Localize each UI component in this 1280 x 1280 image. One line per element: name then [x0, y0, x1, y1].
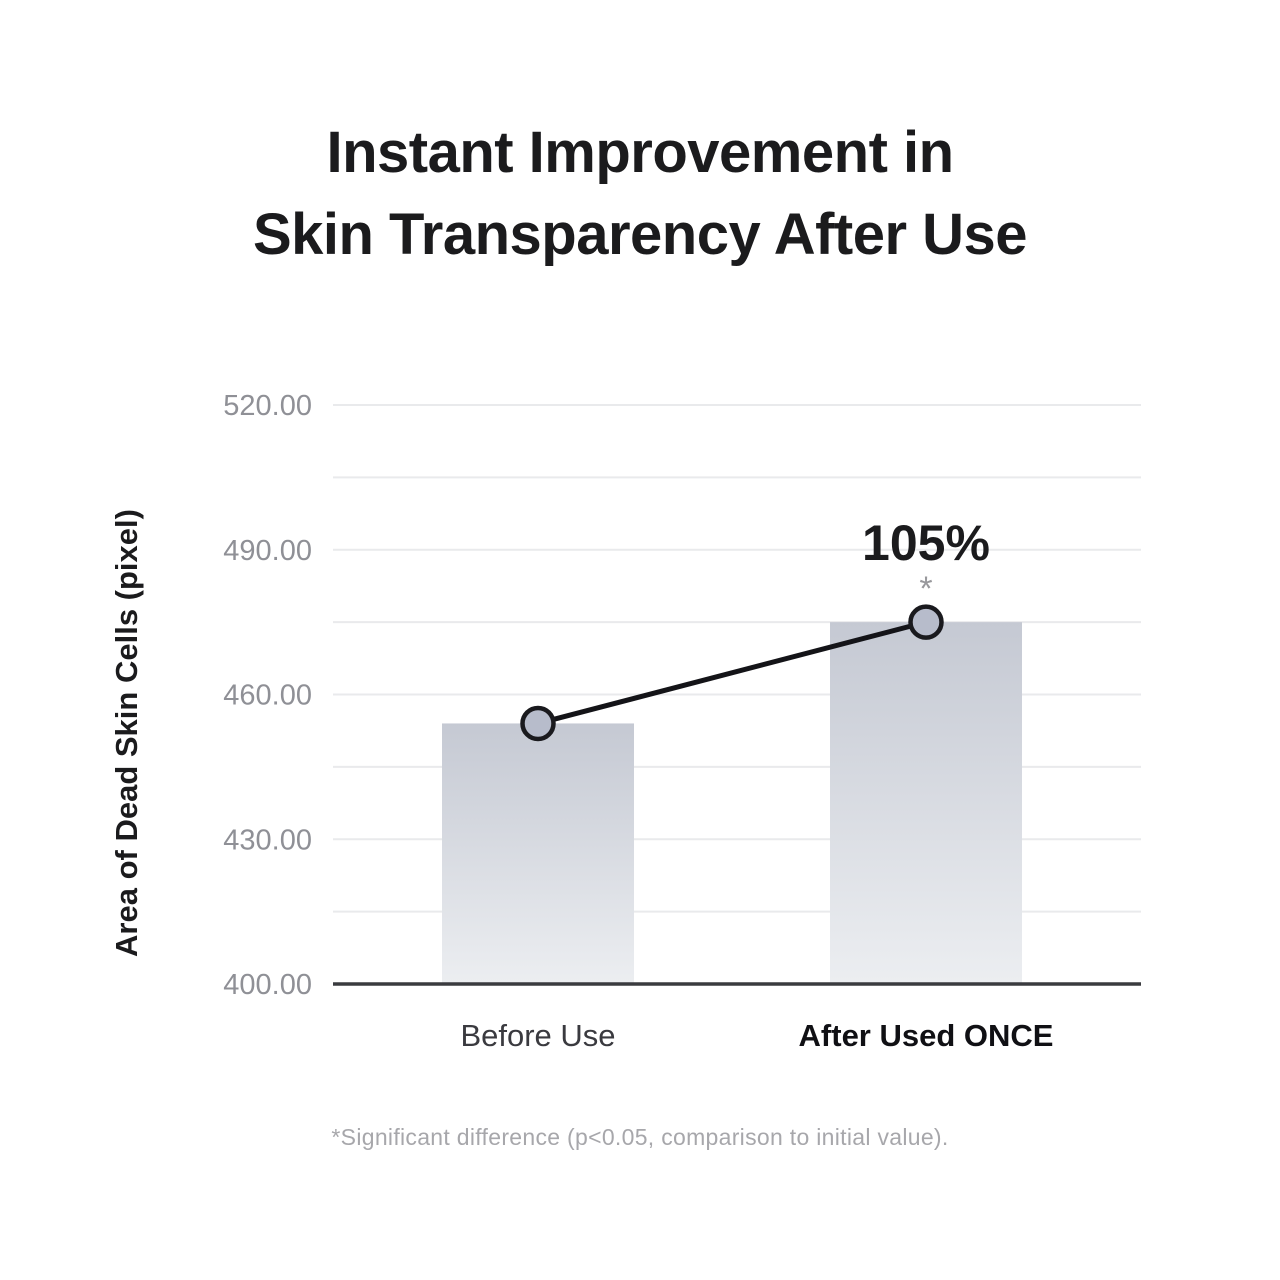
marker-before-use [520, 705, 556, 742]
footnote: *Significant difference (p<0.05, compari… [331, 1124, 949, 1150]
chart-title-line-1: Instant Improvement in [326, 120, 954, 185]
y-tick-label-460: 460.00 [223, 680, 312, 712]
bars [442, 622, 1022, 984]
y-tick-labels: 400.00 430.00 460.00 490.00 520.00 [223, 390, 312, 1001]
x-label-after-used-once: After Used ONCE [799, 1018, 1054, 1053]
annotation-asterisk: * [919, 570, 932, 608]
y-tick-label-520: 520.00 [223, 390, 312, 422]
y-tick-label-490: 490.00 [223, 535, 312, 567]
marker-after-used-once [908, 604, 944, 640]
chart-title-line-2: Skin Transparency After Use [252, 202, 1028, 267]
annotation-percent: 105% [862, 515, 990, 571]
y-axis-title: Area of Dead Skin Cells (pixel) [109, 509, 144, 957]
bar-before-use [442, 723, 634, 984]
y-tick-label-430: 430.00 [223, 824, 312, 856]
x-label-before-use: Before Use [460, 1018, 615, 1053]
y-tick-label-400: 400.00 [223, 969, 312, 1001]
chart-title: Instant Improvement in Skin Transparency … [0, 112, 1280, 276]
bar-after-used-once [830, 622, 1022, 984]
connector-line [537, 619, 927, 726]
